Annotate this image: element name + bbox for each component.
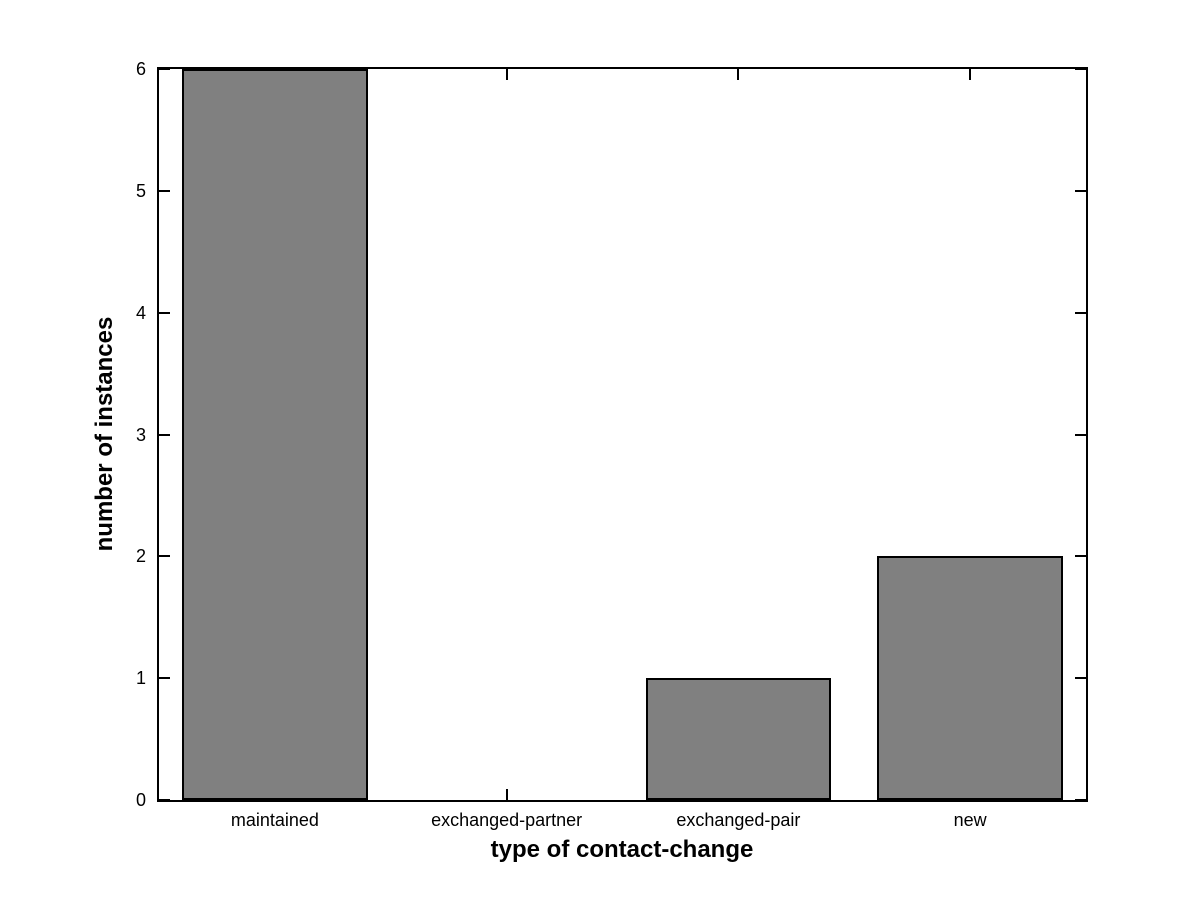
x-axis-label: type of contact-change (490, 836, 754, 863)
y-axis-tick (159, 555, 170, 558)
y-tick-label: 0 (135, 790, 146, 810)
y-axis-tick-mirror (1075, 68, 1086, 70)
x-axis-tick-mirror (737, 69, 740, 80)
y-axis-tick-mirror (1075, 555, 1086, 558)
y-tick-label: 1 (135, 668, 146, 689)
x-axis-tick-mirror (505, 69, 508, 80)
y-axis-tick (159, 799, 170, 801)
x-tick-label: maintained (230, 810, 319, 830)
y-axis-tick (159, 311, 170, 314)
plot-area (157, 67, 1088, 802)
x-axis-tick-mirror (969, 69, 972, 80)
bar-maintained (182, 69, 368, 800)
y-axis-tick (159, 189, 170, 192)
bar-new (877, 556, 1063, 800)
x-tick-label: exchanged-pair (676, 810, 801, 830)
y-axis-tick-mirror (1075, 189, 1086, 192)
y-axis-tick (159, 433, 170, 436)
x-tick-label: exchanged-partner (431, 810, 583, 830)
bar-exchanged-pair (645, 678, 832, 800)
x-tick-label: new (953, 810, 987, 830)
y-axis-tick-mirror (1075, 311, 1086, 314)
y-tick-label: 5 (135, 180, 146, 201)
y-tick-label: 4 (135, 302, 146, 323)
y-tick-label: 3 (135, 424, 146, 445)
y-axis-tick-mirror (1075, 677, 1086, 680)
x-axis-tick (505, 789, 508, 800)
y-axis-tick (159, 677, 170, 680)
y-axis-tick-mirror (1075, 433, 1086, 436)
y-tick-label: 2 (135, 546, 146, 567)
y-axis-tick-mirror (1075, 799, 1086, 801)
y-axis-tick (159, 68, 170, 70)
y-tick-label: 6 (135, 59, 146, 79)
